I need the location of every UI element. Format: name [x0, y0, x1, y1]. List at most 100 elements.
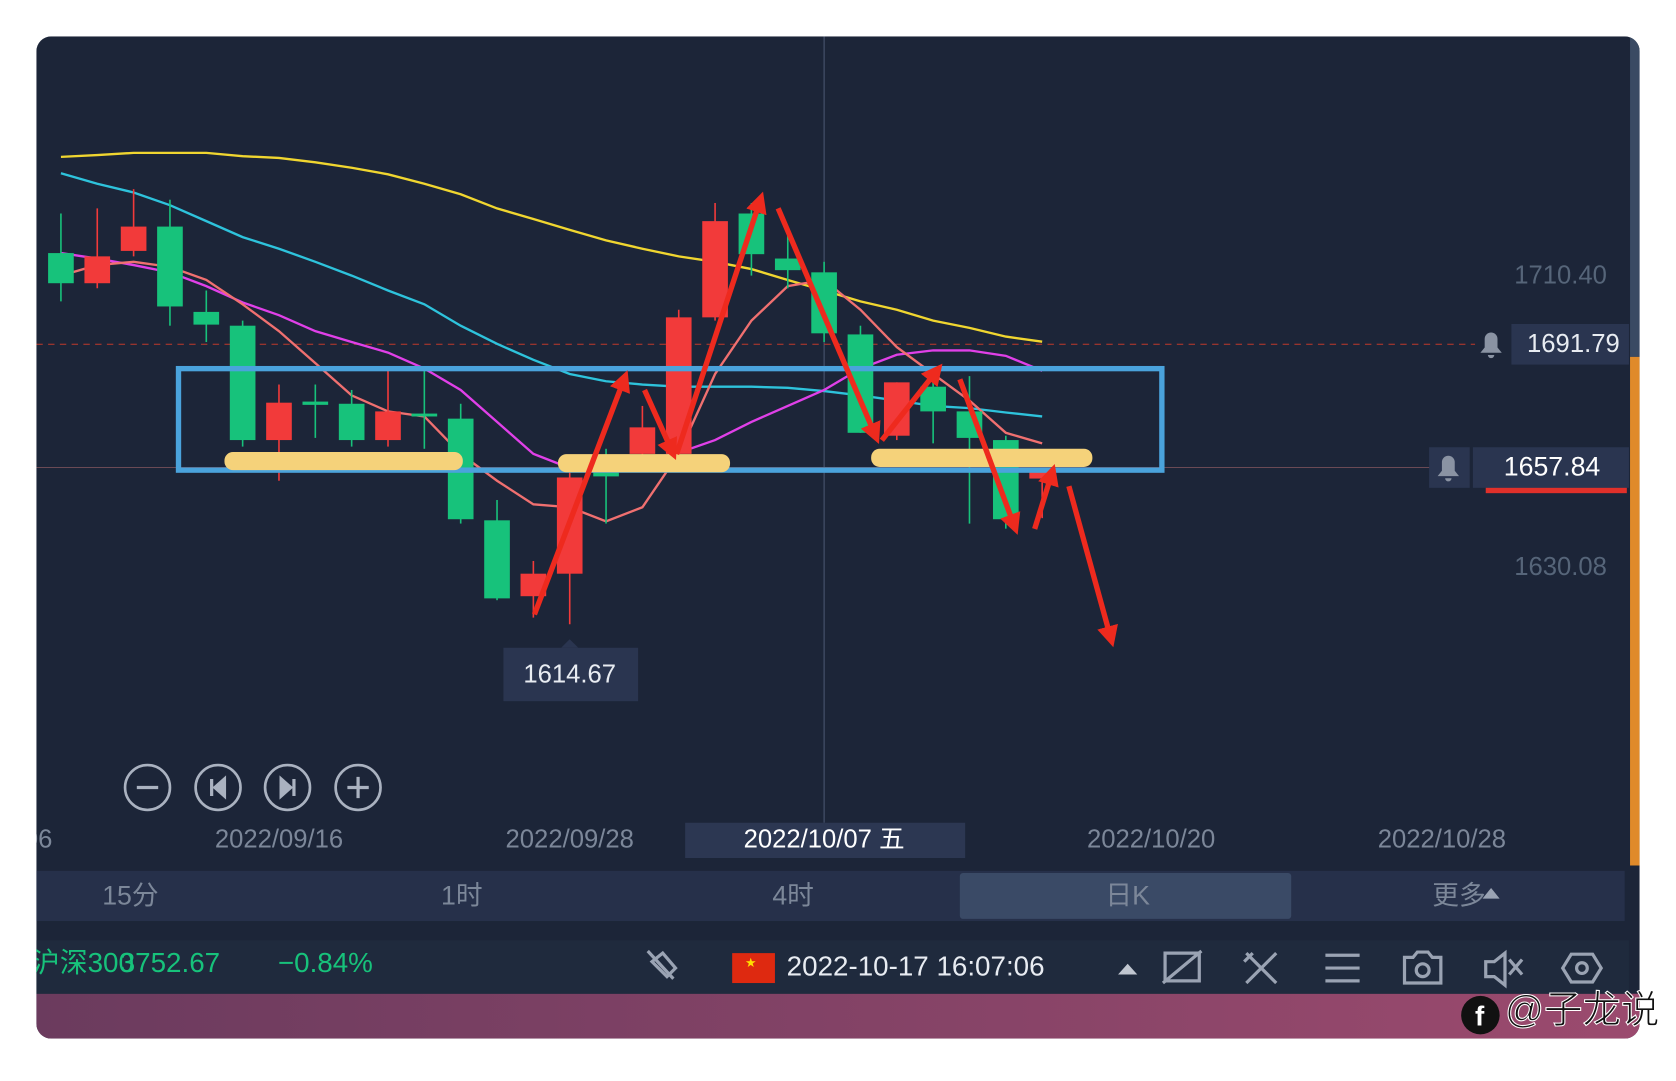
- tab[interactable]: 4时: [772, 881, 814, 911]
- x-tick-label: 2022/09/06: [0, 826, 52, 854]
- index-value: 3752.67: [120, 947, 220, 978]
- candle-body: [520, 573, 547, 597]
- edge: [1630, 36, 1640, 357]
- icon-mute[interactable]: [1484, 949, 1524, 989]
- desktop-strip: [36, 993, 1640, 1039]
- candle-body: [411, 413, 438, 417]
- candle-body: [120, 226, 147, 251]
- candle-body: [484, 520, 510, 599]
- candle-body: [629, 427, 656, 454]
- icon-link[interactable]: [646, 949, 678, 980]
- candle-body: [702, 221, 728, 318]
- highlight: [557, 454, 731, 473]
- tab[interactable]: 15分: [102, 881, 158, 911]
- alert-bell[interactable]: [1480, 332, 1502, 359]
- logo-f: f: [1475, 1001, 1485, 1032]
- highlight: [224, 451, 463, 471]
- candle-body: [84, 256, 111, 284]
- tab[interactable]: 更多: [1432, 881, 1485, 911]
- candle-body: [157, 226, 183, 307]
- current-price: 1657.84: [1504, 452, 1601, 482]
- arrow: [1032, 464, 1059, 530]
- datetime: 2022-10-17 16:07:06: [787, 950, 1045, 981]
- tabs: 15分 1时 4时 日K 更多: [102, 881, 1486, 911]
- status-bar: [36, 940, 1629, 994]
- x-tick-label: 2022/10/20: [1087, 826, 1215, 854]
- alert-box: [1511, 323, 1629, 365]
- moving-average: [60, 260, 1043, 523]
- crosshair-box: [685, 822, 966, 859]
- icon-settings[interactable]: [1560, 952, 1604, 984]
- alert-price: 1691.79: [1527, 330, 1620, 358]
- icon-screen[interactable]: [1161, 949, 1203, 985]
- arrow: [642, 388, 677, 460]
- candle-body: [375, 411, 401, 441]
- y-tick-label: 1630.08: [1514, 553, 1607, 581]
- more-arrow[interactable]: [1482, 887, 1500, 899]
- expand[interactable]: [1118, 963, 1138, 975]
- candle-body: [338, 403, 365, 441]
- arrow: [1066, 485, 1118, 648]
- low-pointer: [561, 639, 579, 648]
- low-box: [503, 647, 639, 702]
- icon-tools[interactable]: [1243, 951, 1278, 985]
- icon-lens: [1414, 962, 1431, 979]
- moving-average: [60, 251, 1043, 472]
- candle-body: [665, 317, 692, 454]
- icon-gear: [1574, 961, 1589, 976]
- candle-body: [266, 402, 292, 441]
- status: 沪深300 3752.67 −0.84% ★ 2022-10-17 16:07:…: [32, 947, 1604, 989]
- candle-body: [193, 311, 220, 325]
- flag-star: ★: [745, 955, 757, 970]
- plot: 1710.40 1630.08 1614.67 2022/09/06 2022/09/1…: [0, 36, 1607, 859]
- arrow: [674, 191, 767, 455]
- highlight: [871, 448, 1093, 467]
- index-change: −0.84%: [278, 947, 373, 978]
- ticker: 沪深300: [32, 947, 134, 978]
- zoom-icon[interactable]: [279, 775, 296, 800]
- zoom-icon[interactable]: [210, 775, 227, 800]
- price-bar: [1485, 484, 1627, 494]
- low-label: 1614.67: [523, 660, 616, 688]
- icon-camera[interactable]: [1402, 950, 1443, 985]
- crosshair-date: 2022/10/07 五: [744, 826, 905, 854]
- alert-bell[interactable]: [1437, 455, 1460, 482]
- toolbar-icons: [646, 949, 1604, 989]
- annotations: [175, 191, 1165, 648]
- flag: [732, 953, 775, 984]
- arrow: [775, 207, 881, 444]
- candle-body: [920, 386, 946, 412]
- moving-average: [60, 151, 1043, 343]
- y-tick-label: 1710.40: [1514, 261, 1607, 289]
- candle-body: [48, 253, 74, 284]
- tab[interactable]: 日K: [1105, 881, 1150, 911]
- zoom-button[interactable]: [123, 763, 172, 812]
- x-tick-label: 2022/09/16: [215, 826, 343, 854]
- candle-body: [302, 401, 329, 405]
- zoom-icon[interactable]: [347, 776, 369, 799]
- zoom-button[interactable]: [334, 763, 382, 812]
- tab[interactable]: 1时: [441, 881, 483, 911]
- zoom-button[interactable]: [194, 763, 242, 812]
- watermark-text: @子龙说: [1505, 989, 1659, 1032]
- arrow: [957, 378, 1021, 535]
- candle-body: [593, 469, 619, 477]
- watermark: f @子龙说: [1461, 989, 1660, 1035]
- edge-orange: [1630, 356, 1640, 866]
- arrow: [879, 363, 943, 442]
- arrow: [531, 370, 630, 616]
- active-tab[interactable]: [959, 872, 1292, 919]
- x-tick-label: 2022/09/28: [506, 826, 634, 854]
- icon-list[interactable]: [1325, 953, 1360, 983]
- window: 1710.40 1630.08 1614.67 2022/09/06 2022/09/1…: [0, 36, 1640, 1039]
- zoom-button[interactable]: [263, 763, 312, 812]
- tab-bar: [36, 870, 1625, 922]
- logo: [1461, 995, 1500, 1035]
- price-box: [1472, 447, 1629, 488]
- candle-body: [811, 272, 837, 334]
- x-tick-label: 2022/10/28: [1378, 826, 1506, 854]
- candle-body: [774, 258, 801, 271]
- candle-body: [229, 325, 256, 441]
